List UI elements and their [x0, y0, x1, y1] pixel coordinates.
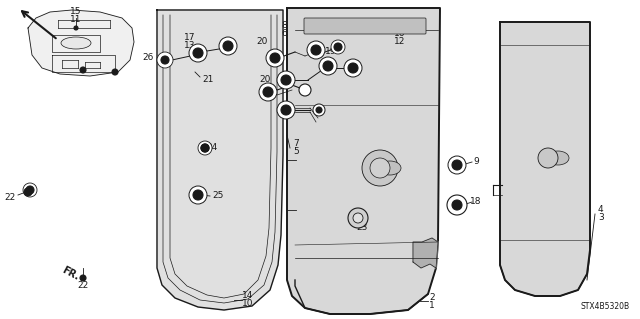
Circle shape: [311, 45, 321, 55]
Circle shape: [281, 75, 291, 85]
Circle shape: [331, 40, 345, 54]
Circle shape: [452, 160, 462, 170]
Circle shape: [270, 53, 280, 63]
Circle shape: [334, 43, 342, 51]
Text: 20: 20: [256, 38, 268, 47]
Polygon shape: [287, 8, 440, 314]
Circle shape: [263, 87, 273, 97]
Circle shape: [219, 37, 237, 55]
Circle shape: [348, 63, 358, 73]
Circle shape: [157, 52, 173, 68]
Circle shape: [23, 183, 37, 197]
Text: 15: 15: [70, 8, 82, 17]
Polygon shape: [28, 10, 134, 76]
Circle shape: [80, 67, 86, 73]
Text: 9: 9: [473, 158, 479, 167]
FancyBboxPatch shape: [304, 18, 426, 34]
Text: 1: 1: [429, 300, 435, 309]
Circle shape: [362, 150, 398, 186]
Circle shape: [198, 141, 212, 155]
Circle shape: [299, 84, 311, 96]
Text: 13: 13: [184, 41, 196, 49]
Polygon shape: [157, 10, 283, 310]
Circle shape: [316, 107, 322, 113]
Text: 21: 21: [202, 75, 213, 84]
Text: 11: 11: [70, 16, 82, 25]
Text: 22: 22: [77, 280, 88, 290]
Circle shape: [24, 188, 32, 196]
Text: 19: 19: [325, 48, 337, 56]
Circle shape: [193, 48, 203, 58]
Text: 6: 6: [281, 29, 287, 39]
Text: 24: 24: [206, 144, 218, 152]
Circle shape: [538, 148, 558, 168]
Text: FR.: FR.: [60, 265, 81, 282]
Circle shape: [307, 41, 325, 59]
Circle shape: [447, 195, 467, 215]
Circle shape: [223, 41, 233, 51]
Text: 10: 10: [243, 300, 253, 308]
Text: 14: 14: [243, 292, 253, 300]
Circle shape: [201, 144, 209, 152]
Polygon shape: [500, 22, 590, 296]
Text: 7: 7: [293, 139, 299, 149]
Circle shape: [277, 71, 295, 89]
Circle shape: [259, 83, 277, 101]
Text: 18: 18: [470, 197, 482, 206]
Text: 25: 25: [212, 191, 224, 201]
Text: 26: 26: [142, 54, 154, 63]
Circle shape: [189, 186, 207, 204]
Text: 2: 2: [429, 293, 435, 301]
Circle shape: [112, 69, 118, 75]
Text: 12: 12: [394, 38, 406, 47]
Circle shape: [348, 208, 368, 228]
Circle shape: [370, 158, 390, 178]
Text: 19: 19: [325, 23, 337, 32]
Ellipse shape: [379, 161, 401, 175]
Text: 3: 3: [598, 213, 604, 222]
Circle shape: [201, 144, 209, 152]
Circle shape: [344, 59, 362, 77]
Text: 16: 16: [394, 29, 406, 39]
Circle shape: [74, 26, 78, 30]
Text: STX4B5320B: STX4B5320B: [581, 302, 630, 311]
Circle shape: [313, 104, 325, 116]
Text: 8: 8: [281, 21, 287, 31]
Text: 17: 17: [184, 33, 196, 41]
Text: 23: 23: [356, 224, 368, 233]
Ellipse shape: [61, 37, 91, 49]
Circle shape: [353, 213, 363, 223]
Circle shape: [281, 105, 291, 115]
Circle shape: [189, 44, 207, 62]
Text: 4: 4: [598, 205, 604, 214]
Circle shape: [26, 186, 34, 194]
Text: 20: 20: [259, 76, 271, 85]
Circle shape: [266, 49, 284, 67]
Circle shape: [323, 61, 333, 71]
Circle shape: [277, 101, 295, 119]
Circle shape: [193, 190, 203, 200]
Circle shape: [448, 156, 466, 174]
Text: 22: 22: [4, 194, 15, 203]
Circle shape: [161, 56, 169, 64]
Text: 5: 5: [293, 147, 299, 157]
Circle shape: [452, 200, 462, 210]
Circle shape: [319, 57, 337, 75]
Ellipse shape: [547, 151, 569, 165]
Polygon shape: [413, 238, 438, 268]
Circle shape: [80, 275, 86, 281]
